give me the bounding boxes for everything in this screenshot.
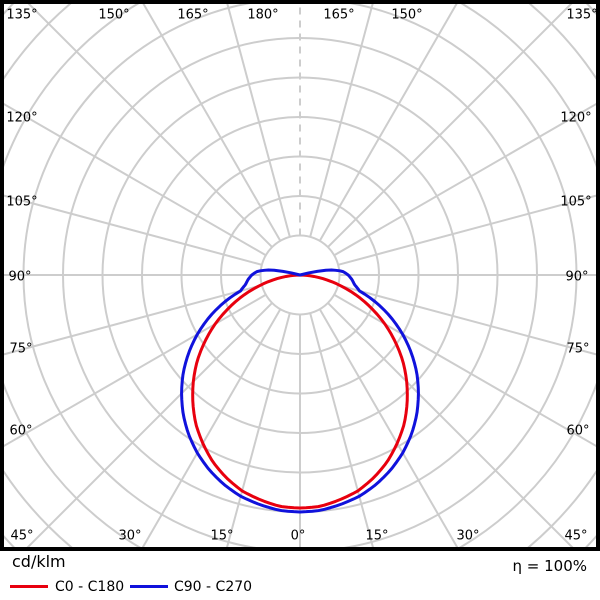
angle-label: 105° bbox=[560, 195, 591, 210]
angle-label: 75° bbox=[9, 342, 32, 357]
radial-grid-line bbox=[141, 308, 282, 547]
angle-label: 60° bbox=[9, 424, 32, 439]
radial-grid-line bbox=[337, 284, 596, 356]
polar-chart: 135° 150° 165° 180° 165° 150° 135° 120° 105° 90° 7… bbox=[0, 0, 600, 551]
angle-label: 45° bbox=[564, 529, 587, 544]
angle-label: 165° bbox=[323, 8, 354, 23]
chart-border bbox=[0, 0, 600, 551]
angle-label: 30° bbox=[118, 529, 141, 544]
radial-grid-line bbox=[333, 293, 596, 448]
angle-label: 120° bbox=[6, 111, 37, 126]
radial-grid-line bbox=[4, 284, 263, 356]
angle-label: 60° bbox=[566, 424, 589, 439]
radial-grid-line bbox=[337, 194, 596, 266]
angle-label: 30° bbox=[456, 529, 479, 544]
radial-grid-line bbox=[4, 194, 263, 266]
radial-grid-line bbox=[327, 4, 573, 248]
angle-label: 120° bbox=[560, 111, 591, 126]
angle-label: 15° bbox=[210, 529, 233, 544]
c0-legend-swatch bbox=[10, 585, 48, 588]
angle-label: 135° bbox=[566, 8, 597, 23]
radial-grid-line bbox=[226, 4, 291, 238]
angle-label: 150° bbox=[391, 8, 422, 23]
radial-grid-line bbox=[4, 293, 267, 448]
radial-grid-line bbox=[4, 102, 267, 257]
c0-c180-curve bbox=[191, 273, 409, 510]
radial-grid-line bbox=[309, 4, 374, 238]
radial-grid-line bbox=[318, 4, 458, 242]
angle-label: 90° bbox=[565, 270, 588, 285]
angle-label: 165° bbox=[177, 8, 208, 23]
c90-c270-curve bbox=[180, 268, 420, 514]
angle-label: 105° bbox=[6, 195, 37, 210]
angle-label: 180° bbox=[247, 8, 278, 23]
radial-grid-line bbox=[226, 312, 291, 547]
radial-grid-line bbox=[27, 4, 273, 248]
angle-label: 150° bbox=[98, 8, 129, 23]
c90-legend-label: C90 - C270 bbox=[174, 579, 253, 595]
angle-label: 45° bbox=[10, 529, 33, 544]
angle-label: 75° bbox=[566, 342, 589, 357]
radial-grid-line bbox=[26, 302, 273, 547]
c90-legend-swatch bbox=[130, 585, 168, 588]
c0-legend-label: C0 - C180 bbox=[55, 579, 125, 595]
efficiency-label: η = 100% bbox=[512, 557, 588, 575]
radial-grid-line bbox=[318, 308, 459, 547]
angle-label: 135° bbox=[6, 8, 37, 23]
chart-footer: cd/klm C0 - C180 C90 - C270 η = 100% bbox=[0, 551, 600, 600]
radial-grid-line bbox=[309, 312, 374, 547]
angle-label: 0° bbox=[291, 529, 306, 544]
units-label: cd/klm bbox=[12, 552, 66, 571]
angle-label: 90° bbox=[8, 270, 31, 285]
radial-grid-line bbox=[142, 4, 282, 242]
radial-grid-line bbox=[333, 102, 596, 257]
radial-grid-line bbox=[327, 302, 574, 547]
legend: C0 - C180 C90 - C270 bbox=[0, 577, 600, 597]
angle-label: 15° bbox=[365, 529, 388, 544]
